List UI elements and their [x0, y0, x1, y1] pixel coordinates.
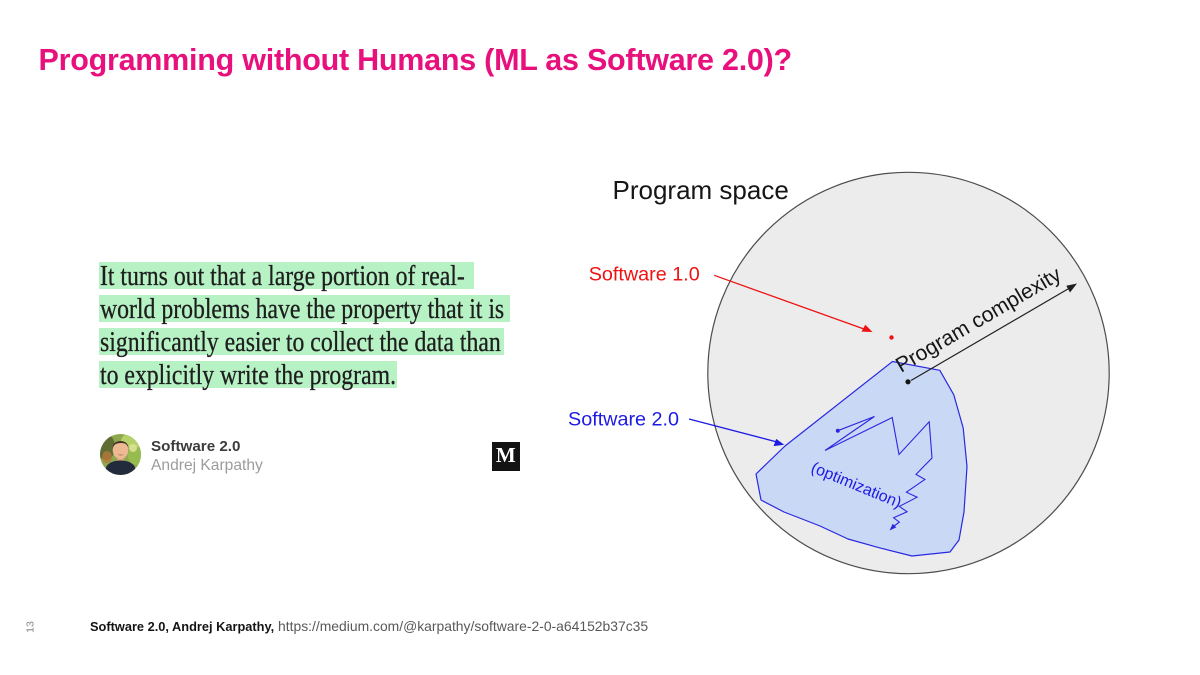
svg-text:Software 2.0: Software 2.0 [568, 409, 679, 431]
svg-text:Program space: Program space [613, 175, 789, 205]
svg-text:Software 1.0: Software 1.0 [589, 264, 700, 286]
